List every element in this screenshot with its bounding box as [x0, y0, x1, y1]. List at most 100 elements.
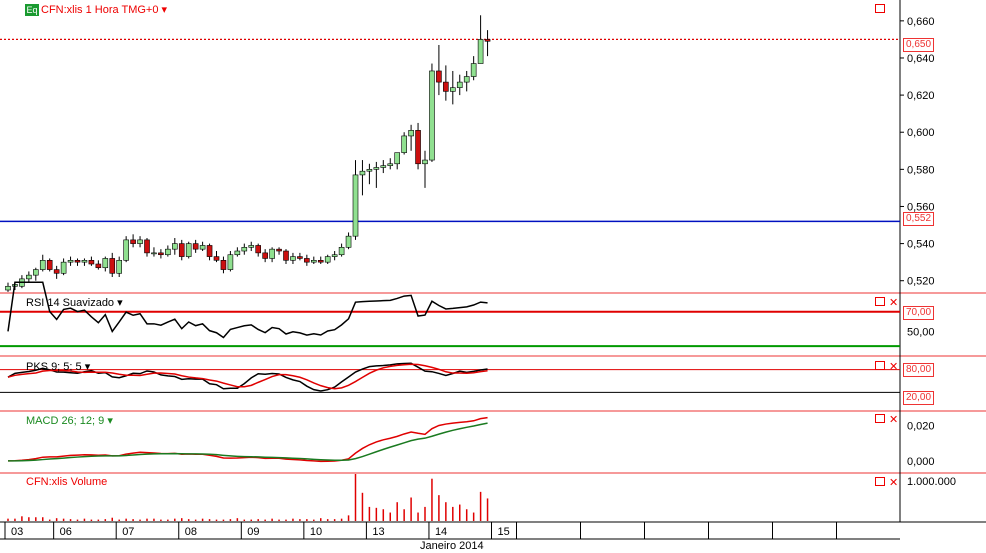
pks-k-line: [7, 362, 488, 392]
eq-badge[interactable]: Eq: [25, 4, 39, 16]
candle-body: [5, 285, 11, 291]
y-tick-label: 0,540: [907, 239, 935, 251]
candle-body: [46, 260, 53, 270]
candle-body: [199, 245, 206, 250]
candle-body: [269, 248, 275, 259]
volume-maximize-icon[interactable]: [875, 477, 885, 486]
candle-body: [172, 243, 178, 250]
candle-body: [60, 261, 67, 274]
candle-body: [394, 152, 401, 165]
candle-body: [116, 260, 122, 274]
candle-body: [373, 167, 380, 170]
candle-body: [422, 159, 428, 165]
volume-close-icon[interactable]: ✕: [889, 476, 899, 489]
x-tick-label: 09: [247, 526, 259, 538]
x-tick-label: 13: [372, 526, 384, 538]
candle-body: [359, 170, 366, 176]
candle-body: [484, 39, 491, 42]
macd-line: [7, 416, 488, 463]
pks-80-tag: 80,00: [903, 363, 935, 377]
y-tick-label: 0,600: [907, 127, 935, 139]
candle-body: [206, 245, 213, 257]
candle-body: [95, 263, 102, 269]
current-price-tag: 0,650: [903, 38, 935, 52]
candle-body: [102, 258, 109, 269]
macd-signal-line: [7, 422, 488, 462]
x-tick-label: 15: [498, 526, 510, 538]
candle-body: [227, 254, 234, 270]
main-title[interactable]: CFN:xlis 1 Hora TMG+0 ▾: [41, 4, 168, 16]
pks-close-icon[interactable]: ✕: [889, 360, 899, 373]
rsi-maximize-icon[interactable]: [875, 297, 885, 306]
volume-title[interactable]: CFN:xlis Volume: [26, 476, 108, 488]
maximize-icon[interactable]: [875, 4, 885, 13]
candle-body: [185, 243, 192, 257]
candle-body: [456, 81, 463, 88]
candle-body: [165, 248, 171, 256]
candle-body: [81, 260, 88, 263]
candle-body: [178, 243, 185, 257]
candle-body: [26, 274, 32, 280]
candle-body: [276, 248, 282, 252]
rsi-70-tag: 70,00: [903, 306, 935, 320]
candle-body: [151, 252, 157, 255]
volume-tick-label: 1.000.000: [907, 476, 956, 488]
candle-body: [137, 239, 143, 244]
pks-20-tag: 20,00: [903, 391, 935, 405]
candle-body: [436, 70, 442, 83]
candle-body: [317, 260, 324, 263]
candle-body: [32, 269, 39, 276]
x-month-label: Janeiro 2014: [420, 540, 484, 552]
candle-body: [39, 260, 46, 270]
candle-body: [241, 247, 248, 252]
candle-body: [290, 256, 296, 261]
candle-body: [88, 260, 95, 265]
y-tick-label: 0,520: [907, 276, 935, 288]
candle-body: [234, 250, 241, 256]
x-tick-label: 07: [122, 526, 134, 538]
candle-body: [449, 87, 456, 92]
candle-body: [130, 239, 136, 244]
candle-body: [304, 258, 310, 263]
pks-d-line: [7, 363, 488, 390]
candle-body: [255, 245, 261, 254]
candle-body: [213, 256, 220, 261]
candle-body: [192, 243, 199, 250]
y-tick-label: 0,640: [907, 53, 935, 65]
macd-title[interactable]: MACD 26; 12; 9 ▾: [26, 415, 113, 427]
candle-body: [324, 256, 331, 263]
x-tick-label: 03: [11, 526, 23, 538]
pks-maximize-icon[interactable]: [875, 361, 885, 370]
candle-body: [248, 245, 255, 248]
candle-body: [408, 130, 414, 137]
candle-body: [415, 130, 421, 165]
candle-body: [331, 254, 338, 257]
macd-close-icon[interactable]: ✕: [889, 413, 899, 426]
macd-maximize-icon[interactable]: [875, 414, 885, 423]
candle-body: [470, 63, 477, 77]
candle-body: [463, 76, 470, 83]
candle-body: [74, 260, 81, 263]
candle-body: [338, 247, 345, 256]
candle-body: [352, 174, 359, 237]
pks-title[interactable]: PKS 9; 5; 5 ▾: [26, 361, 91, 373]
x-tick-label: 14: [435, 526, 447, 538]
candle-body: [283, 250, 289, 261]
rsi-title[interactable]: RSI 14 Suavizado ▾: [26, 297, 123, 309]
candle-body: [158, 252, 164, 256]
rsi-close-icon[interactable]: ✕: [889, 296, 899, 309]
y-tick-label: 0,660: [907, 16, 935, 28]
x-tick-label: 06: [60, 526, 72, 538]
y-tick-label: 0,560: [907, 201, 935, 213]
x-tick-label: 10: [310, 526, 322, 538]
candle-body: [109, 258, 116, 274]
macd-tick-label: 0,000: [907, 456, 935, 468]
candle-body: [380, 165, 387, 168]
candle-body: [429, 70, 435, 161]
hline-price-tag: 0,552: [903, 212, 935, 226]
candle-body: [387, 163, 394, 166]
candle-body: [401, 135, 407, 153]
candle-body: [220, 260, 227, 270]
rsi-line: [7, 281, 488, 339]
